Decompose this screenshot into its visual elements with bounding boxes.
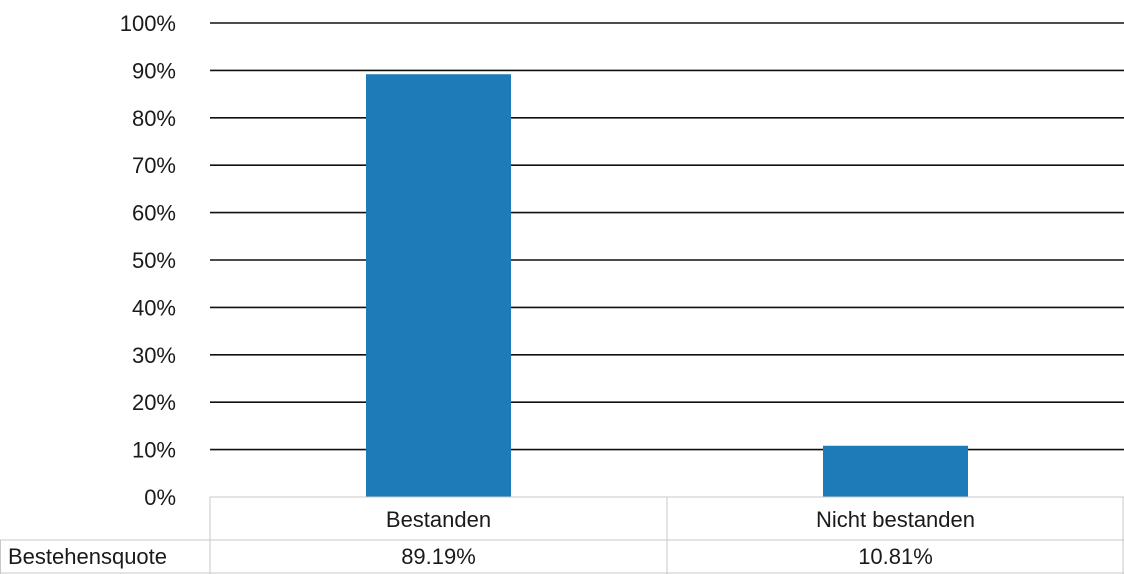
y-tick-label: 70% (132, 153, 176, 178)
y-tick-label: 20% (132, 390, 176, 415)
y-axis-tick-labels: 0% 10% 20% 30% 40% 50% 60% 70% 80% 90% 100% (120, 11, 176, 510)
y-tick-label: 40% (132, 295, 176, 320)
y-tick-label: 10% (132, 438, 176, 463)
y-tick-label: 100% (120, 11, 176, 36)
category-label: Nicht bestanden (816, 507, 975, 532)
bar-nicht-bestanden (823, 445, 968, 497)
y-tick-label: 0% (144, 485, 176, 510)
table-row-label: Bestehensquote (8, 544, 167, 569)
y-tick-label: 30% (132, 343, 176, 368)
data-label: 89.19% (401, 544, 476, 569)
bar-bestanden (366, 74, 511, 497)
data-label: 10.81% (858, 544, 933, 569)
data-table: Bestanden Nicht bestanden Bestehensquote 89… (0, 496, 1124, 574)
y-tick-label: 50% (132, 248, 176, 273)
bars (366, 74, 968, 497)
category-label: Bestanden (386, 507, 491, 532)
y-tick-label: 60% (132, 201, 176, 226)
y-tick-label: 90% (132, 58, 176, 83)
gridlines (210, 22, 1124, 451)
y-tick-label: 80% (132, 106, 176, 131)
